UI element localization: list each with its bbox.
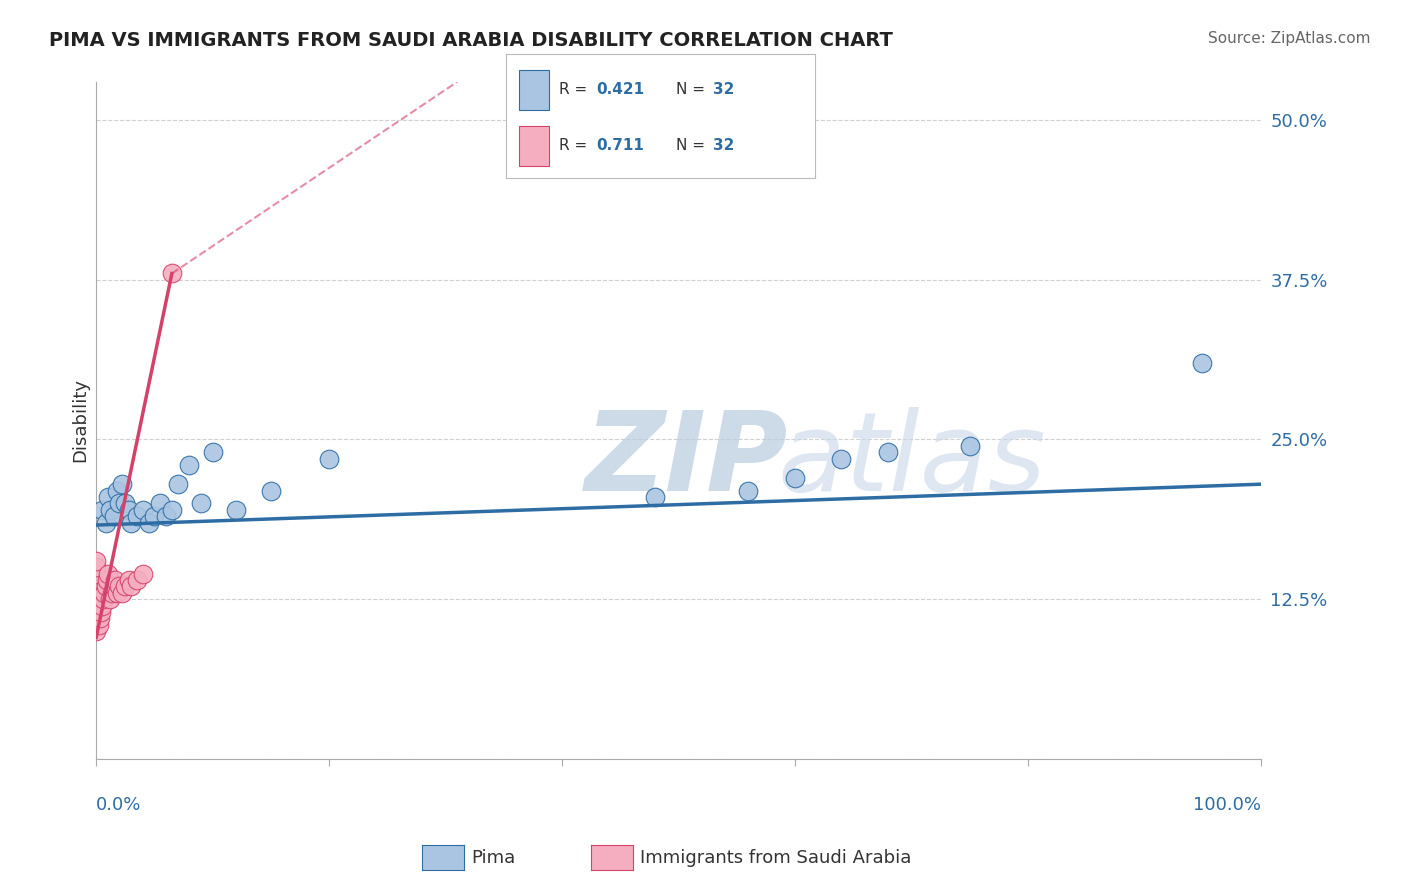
Point <box>89 611 111 625</box>
Point <box>84 579 107 593</box>
Point <box>108 496 131 510</box>
Point <box>94 579 117 593</box>
Text: Immigrants from Saudi Arabia: Immigrants from Saudi Arabia <box>640 849 911 867</box>
Point <box>111 477 134 491</box>
Point <box>114 579 136 593</box>
Point <box>644 490 666 504</box>
Point <box>830 451 852 466</box>
Point <box>84 573 107 587</box>
Point <box>84 554 107 568</box>
Text: R =: R = <box>558 82 592 97</box>
Point <box>160 502 183 516</box>
Point <box>84 566 107 581</box>
Point <box>959 439 981 453</box>
Point <box>138 516 160 530</box>
Text: 0.421: 0.421 <box>596 82 644 97</box>
FancyBboxPatch shape <box>519 70 550 110</box>
Point <box>91 599 114 613</box>
Point <box>318 451 340 466</box>
Point <box>97 490 120 504</box>
Point <box>104 573 127 587</box>
Text: atlas: atlas <box>778 408 1046 515</box>
Point <box>84 586 107 600</box>
Text: PIMA VS IMMIGRANTS FROM SAUDI ARABIA DISABILITY CORRELATION CHART: PIMA VS IMMIGRANTS FROM SAUDI ARABIA DIS… <box>49 31 893 50</box>
Text: 32: 32 <box>713 138 735 153</box>
Point <box>93 586 115 600</box>
Point <box>120 579 142 593</box>
Point <box>90 605 112 619</box>
Point <box>143 509 166 524</box>
Text: R =: R = <box>558 138 592 153</box>
Point <box>737 483 759 498</box>
Point <box>84 599 107 613</box>
Point <box>179 458 201 472</box>
FancyBboxPatch shape <box>519 126 550 166</box>
Point <box>125 509 148 524</box>
Point <box>105 483 128 498</box>
Point <box>111 586 134 600</box>
Point <box>91 592 114 607</box>
Point <box>91 502 114 516</box>
Point <box>190 496 212 510</box>
Point <box>166 477 188 491</box>
Y-axis label: Disability: Disability <box>72 378 89 462</box>
Text: ZIP: ZIP <box>585 408 789 515</box>
Point <box>101 586 124 600</box>
Point <box>120 516 142 530</box>
Point <box>84 624 107 638</box>
Text: 100.0%: 100.0% <box>1192 796 1261 814</box>
Point <box>132 502 155 516</box>
Point <box>155 509 177 524</box>
Point <box>84 605 107 619</box>
Point <box>103 509 125 524</box>
Point <box>1191 356 1213 370</box>
Point <box>84 592 107 607</box>
Point <box>105 586 128 600</box>
Point <box>149 496 172 510</box>
Text: 0.0%: 0.0% <box>96 796 142 814</box>
Point <box>94 516 117 530</box>
Point <box>260 483 283 498</box>
Point <box>125 573 148 587</box>
Point <box>201 445 224 459</box>
Text: N =: N = <box>676 138 710 153</box>
Point <box>783 471 806 485</box>
Point <box>877 445 900 459</box>
Text: 0.711: 0.711 <box>596 138 644 153</box>
Text: Source: ZipAtlas.com: Source: ZipAtlas.com <box>1208 31 1371 46</box>
Point <box>87 617 110 632</box>
Point <box>108 579 131 593</box>
Point <box>98 592 121 607</box>
Point <box>84 560 107 574</box>
Text: Pima: Pima <box>471 849 515 867</box>
Point <box>98 502 121 516</box>
Point <box>114 496 136 510</box>
Text: 32: 32 <box>713 82 735 97</box>
Point <box>96 573 118 587</box>
Point <box>132 566 155 581</box>
Point <box>103 579 125 593</box>
Point <box>118 502 141 516</box>
Point <box>118 573 141 587</box>
Point <box>225 502 247 516</box>
Point <box>160 267 183 281</box>
Point <box>97 566 120 581</box>
Text: N =: N = <box>676 82 710 97</box>
